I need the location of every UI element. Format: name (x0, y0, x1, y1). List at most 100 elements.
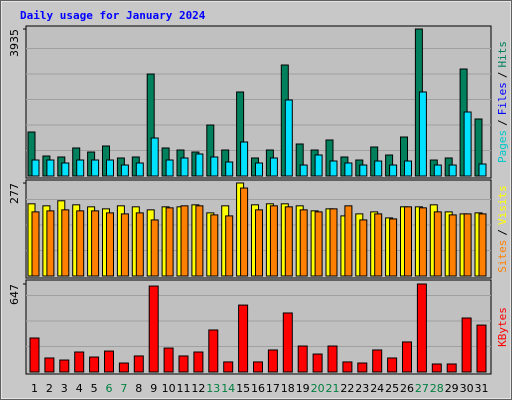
bar (463, 111, 472, 177)
x-tick-label: 15 (236, 382, 250, 395)
bar (329, 208, 338, 277)
bar (389, 164, 398, 177)
legend: Pages / Files / Hits (496, 41, 509, 163)
legend-entry: KBytes (496, 307, 509, 347)
bar (193, 351, 204, 373)
x-tick-label: 16 (251, 382, 265, 395)
bar (314, 154, 323, 177)
legend-entry: Hits (496, 41, 509, 68)
bar (372, 349, 383, 373)
bar (387, 357, 398, 373)
bar (446, 363, 457, 373)
bar (46, 159, 55, 177)
bar (223, 361, 234, 373)
x-tick-label: 6 (106, 382, 113, 395)
x-tick-label: 23 (355, 382, 369, 395)
bar (74, 351, 85, 373)
bar (148, 285, 159, 373)
bar (163, 347, 174, 373)
x-tick-label: 7 (120, 382, 127, 395)
bar (418, 207, 427, 277)
bar (44, 357, 55, 373)
x-tick-label: 13 (206, 382, 220, 395)
bar (225, 161, 234, 177)
x-tick-label: 24 (370, 382, 384, 395)
legend-entry: / (496, 119, 509, 126)
bar (104, 350, 114, 373)
y-tick-label: 647 (8, 284, 21, 305)
x-tick-label: 26 (400, 382, 414, 395)
bar (91, 159, 100, 177)
bar (299, 209, 308, 277)
bar (195, 205, 204, 277)
bar (29, 337, 40, 373)
x-tick-label: 17 (266, 382, 280, 395)
bar (255, 209, 263, 277)
bar (433, 164, 442, 177)
bar (120, 213, 129, 277)
bar (374, 213, 383, 277)
bar (478, 163, 487, 177)
bar (61, 162, 70, 177)
bar (118, 362, 129, 373)
x-tick-label: 1 (31, 382, 38, 395)
bar (120, 164, 129, 177)
bar (404, 206, 412, 277)
bar (180, 205, 189, 277)
x-tick-label: 29 (445, 382, 459, 395)
bar (76, 159, 85, 177)
bar (357, 362, 368, 373)
bar (210, 214, 219, 277)
bar (178, 355, 189, 373)
bar (404, 160, 412, 177)
bar (135, 212, 144, 277)
x-tick-label: 22 (340, 382, 354, 395)
bar (433, 211, 442, 277)
bar (402, 341, 412, 373)
x-tick-label: 20 (311, 382, 325, 395)
x-tick-label: 2 (46, 382, 53, 395)
bar (431, 363, 442, 373)
bar (374, 160, 383, 177)
bar (253, 361, 263, 373)
bar (133, 355, 144, 373)
bar (476, 324, 487, 373)
bar (150, 137, 159, 177)
x-tick-label: 19 (296, 382, 310, 395)
legend-entry: / (496, 72, 509, 79)
x-tick-label: 10 (162, 382, 176, 395)
legend-entry: / (496, 229, 509, 236)
legend: KBytes (496, 307, 509, 347)
bar (240, 187, 249, 277)
bar (416, 283, 427, 373)
bar (210, 156, 219, 177)
legend-entry: Visits (496, 185, 509, 225)
bar (269, 205, 278, 277)
bar (106, 159, 114, 177)
bar (463, 213, 472, 277)
bar (327, 345, 338, 373)
x-tick-label: 25 (385, 382, 399, 395)
x-tick-label: 27 (415, 382, 429, 395)
bar (282, 312, 293, 373)
bar (165, 207, 174, 277)
x-tick-label: 3 (61, 382, 68, 395)
x-tick-label: 5 (91, 382, 98, 395)
bar (150, 219, 159, 277)
legend-entry: Files (496, 82, 509, 115)
bar (255, 162, 263, 177)
x-tick-label: 28 (430, 382, 444, 395)
legend-entry: Sites (496, 240, 509, 273)
bar (106, 212, 114, 277)
bar (284, 99, 293, 177)
bar (76, 210, 85, 277)
bar (59, 359, 70, 373)
bar (46, 210, 55, 277)
bar (389, 218, 398, 277)
bar (359, 219, 368, 277)
x-tick-label: 11 (177, 382, 191, 395)
bar (329, 160, 338, 177)
bar (225, 215, 234, 277)
bar (478, 213, 487, 277)
chart-title: Daily usage for January 2024 (20, 9, 206, 22)
